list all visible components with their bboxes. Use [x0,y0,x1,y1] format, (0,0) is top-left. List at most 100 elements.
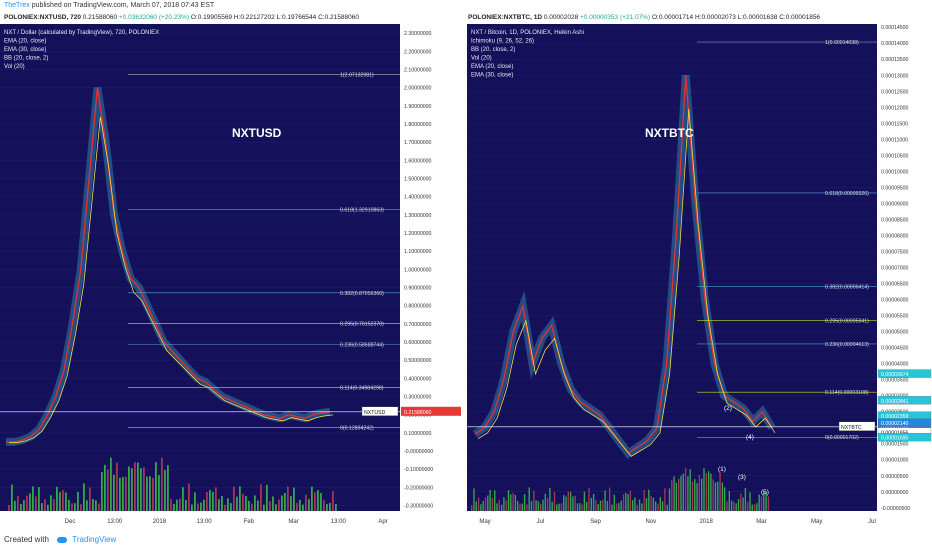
y-tick-label: 0.00011500 [881,121,908,127]
volume-bar [110,457,112,511]
volume-bar [687,476,689,511]
x-tick-label: Jul [868,519,876,525]
y-tick-label: 0.00012500 [881,89,909,95]
volume-bar [200,502,202,511]
y-tick-label: 0.00004000 [881,362,909,368]
legend-item: EMA (20, close) [471,64,513,70]
right-c: 0.00001856 [785,14,821,21]
price-mark-box [877,418,932,427]
legend-item: NXT / Dollar (calculated by TradingView)… [4,30,159,36]
right-symbol-header: POLONIEX:NXTBTC, 1D 0.00002028 +0.000003… [468,14,821,21]
nxtbtc-chart-panel[interactable]: 0.00014500 0.00014000 0.00013500 0.00013000… [467,24,932,529]
volume-bar [544,493,546,511]
volume-bar [206,491,208,511]
y-tick-label: 1.50000000 [404,176,432,182]
volume-bar [514,494,517,511]
y-tick-label: -0.00000500 [881,506,910,512]
volume-bar [717,481,719,511]
volume-bar [542,499,544,511]
y-tick-label: -0.20000000 [404,485,433,491]
created-with-text: Created with [4,535,49,544]
fib-level-label: 0.618(0.00009326) [825,191,869,197]
volume-bar [83,483,85,511]
x-tick-label: 13:00 [197,519,213,525]
right-h: 0.00002073 [701,14,736,21]
volume-bar [632,500,634,511]
volume-bar [248,500,250,511]
y-tick-label: 0.00013000 [881,73,909,79]
volume-bar [749,492,751,511]
volume-bar [625,492,627,511]
volume-bar [188,483,190,511]
volume-bar [765,492,767,511]
volume-bar [35,496,37,511]
volume-bar [473,488,475,511]
volume-bar [293,487,295,511]
volume-bar [507,490,510,511]
x-tick-label: Nov [646,519,657,525]
volume-bar [194,492,196,511]
y-tick-label: 0.00008500 [881,217,909,223]
publish-text: published on TradingView.com, March 07, … [31,2,215,9]
fib-level-label: 0.114(0.00003108) [825,390,869,396]
price-mark-value: 0.00001690 [881,436,909,442]
price-mark-value: 0.00002140 [881,421,909,427]
y-tick-label: 0.00007000 [881,266,909,272]
volume-bar [290,496,292,511]
volume-bars [8,457,337,511]
right-change: +0.00000353 (+21.07%) [580,14,651,21]
volume-bar [71,503,73,511]
volume-bar [537,501,540,511]
volume-bar [767,496,770,511]
y-tick-label: 0.00010000 [881,169,909,175]
x-tick-label: 2018 [699,519,713,525]
price-mark-value: 0.00002359 [881,414,909,420]
volume-bar [119,477,121,511]
y-tick-label: 1.20000000 [404,231,432,237]
volume-bar [284,492,286,511]
ema-line [477,108,776,457]
volume-bar [581,504,583,511]
volume-bar [477,497,480,511]
nxtusd-chart[interactable]: 2.30000000 2.20000000 2.10000000 2.00000000… [0,24,462,529]
publisher-name[interactable]: TheTrex [4,2,30,9]
volume-bar [332,491,334,511]
left-open: 0.21588060 [82,14,118,21]
volume-bars [471,468,770,511]
tradingview-link[interactable]: TradingView [72,535,117,544]
y-tick-label: 1.90000000 [404,104,432,110]
volume-bar [77,491,79,511]
volume-bar [227,498,229,511]
volume-bar [618,503,620,511]
y-tick-label: 0.00006000 [881,298,909,304]
tradingview-logo-icon [57,536,68,543]
x-tick-label: Jul [536,519,544,525]
symbol-price-badge [838,421,876,432]
y-tick-label: 0.60000000 [404,340,432,346]
volume-bar [721,482,724,511]
nxtusd-chart-panel[interactable]: 2.30000000 2.20000000 2.10000000 2.00000000… [0,24,462,529]
volume-bar [641,503,643,511]
volume-bar [482,501,484,511]
volume-bar [116,462,118,511]
volume-bar [500,504,503,511]
legend-item: NXT / Bitcoin, 1D, POLONIEX, Heikin Ashi [471,30,584,36]
volume-bar [680,475,682,511]
volume-bar [694,479,696,511]
volume-bar [643,489,645,511]
fib-level-label: 0.236(0.58688744) [340,342,384,348]
volume-bar [80,504,82,511]
y-tick-label: 0.40000000 [404,376,432,382]
y-tick-label: 0.00006500 [881,282,909,288]
symbol-watermark: NXTBTC [645,126,694,140]
elliott-wave-label: (5) [761,489,769,496]
volume-bar [323,500,325,511]
nxtbtc-chart[interactable]: 0.00014500 0.00014000 0.00013500 0.00013000… [467,24,932,529]
y-tick-label: 0.00010500 [881,153,909,159]
volume-bar [17,495,19,511]
legend-item: EMA (30, close) [471,73,513,79]
volume-bar [224,504,226,511]
y-tick-label: 0.00012000 [881,105,909,111]
time-axis-background [0,511,462,529]
volume-bar [535,500,537,511]
